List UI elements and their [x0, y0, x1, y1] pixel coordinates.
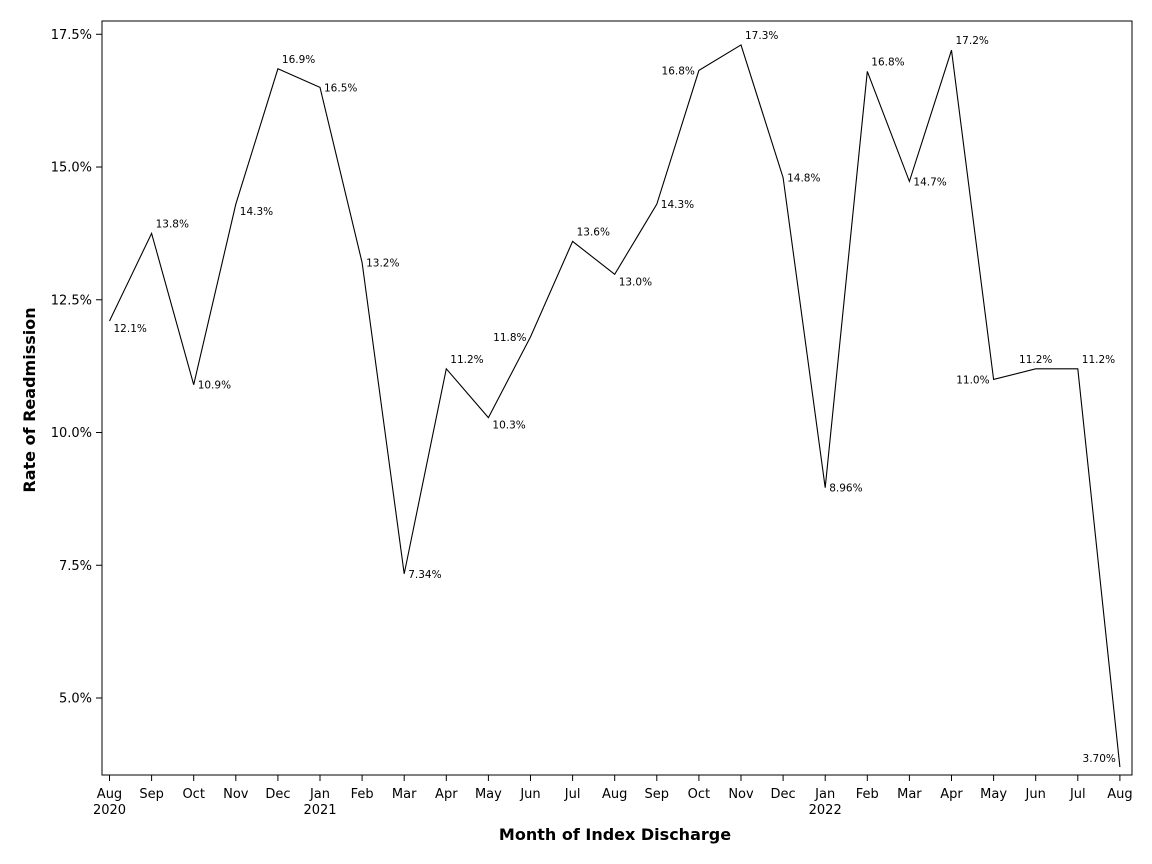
x-tick-label: May	[475, 787, 502, 802]
x-axis-title: Month of Index Discharge	[499, 825, 731, 844]
data-label: 11.2%	[1082, 354, 1115, 366]
y-tick-label: 7.5%	[59, 559, 92, 574]
data-label: 11.0%	[956, 374, 989, 386]
data-label: 8.96%	[829, 483, 862, 495]
x-tick-label: Mar	[392, 787, 417, 802]
data-label: 16.8%	[871, 56, 904, 68]
x-year-label: 2022	[809, 803, 842, 818]
data-label: 11.2%	[1019, 354, 1052, 366]
x-year-label: 2020	[93, 803, 126, 818]
data-label: 13.8%	[156, 218, 189, 230]
y-tick-label: 17.5%	[51, 28, 92, 43]
x-tick-label: Mar	[897, 787, 922, 802]
data-label: 11.8%	[493, 332, 526, 344]
plot-area	[101, 20, 1133, 776]
data-label: 17.3%	[745, 30, 778, 42]
y-tick-label: 5.0%	[59, 692, 92, 707]
x-tick-label: Jan	[814, 787, 835, 802]
data-labels-group: 12.1% 13.8% 10.9% 14.3% 16.9% 16.5% 13.2% 7.34%…	[114, 30, 1116, 765]
data-label: 7.34%	[408, 569, 441, 581]
x-tick-label: Aug	[1107, 787, 1132, 802]
x-tick-label: May	[980, 787, 1007, 802]
x-axis: Aug Sep Oct Nov Dec Jan Feb Mar Apr May Jun Jul Aug S…	[93, 775, 1133, 818]
data-label: 14.8%	[787, 173, 820, 185]
x-tick-label: Sep	[645, 787, 670, 802]
x-year-label: 2021	[303, 803, 336, 818]
data-label: 13.0%	[619, 276, 652, 288]
x-tick-label: Dec	[265, 787, 290, 802]
data-label: 14.3%	[240, 206, 273, 218]
x-tick-label: Apr	[435, 787, 458, 802]
x-tick-label: Jul	[564, 787, 581, 802]
data-label: 10.9%	[198, 380, 231, 392]
x-tick-label: Nov	[728, 787, 754, 802]
data-label: 11.2%	[450, 354, 483, 366]
data-label: 10.3%	[492, 420, 525, 432]
data-label: 14.7%	[913, 176, 946, 188]
x-tick-label: Aug	[97, 787, 122, 802]
x-tick-label: Jun	[519, 787, 540, 802]
x-tick-label: Nov	[223, 787, 249, 802]
x-tick-label: Jul	[1069, 787, 1086, 802]
x-tick-label: Apr	[940, 787, 963, 802]
y-axis-title: Rate of Readmission	[20, 307, 39, 492]
x-tick-label: Dec	[771, 787, 796, 802]
data-label: 16.9%	[282, 54, 315, 66]
data-label: 3.70%	[1083, 753, 1116, 765]
data-label: 16.8%	[662, 65, 695, 77]
data-label: 13.6%	[577, 226, 610, 238]
data-label: 12.1%	[114, 323, 147, 335]
data-label: 17.2%	[956, 35, 989, 47]
y-tick-label: 15.0%	[51, 161, 92, 176]
series-line	[109, 44, 1121, 768]
series-group	[109, 44, 1121, 768]
data-label: 13.2%	[366, 258, 399, 270]
x-tick-label: Feb	[351, 787, 374, 802]
data-label: 14.3%	[661, 199, 694, 211]
x-tick-label: Feb	[856, 787, 879, 802]
x-tick-label: Sep	[139, 787, 164, 802]
y-axis: 5.0% 7.5% 10.0% 12.5% 15.0% 17.5%	[51, 28, 102, 707]
x-tick-label: Jun	[1025, 787, 1046, 802]
x-tick-label: Oct	[688, 787, 710, 802]
x-tick-label: Aug	[602, 787, 627, 802]
y-tick-label: 12.5%	[51, 293, 92, 308]
y-tick-label: 10.0%	[51, 426, 92, 441]
data-label: 16.5%	[324, 82, 357, 94]
x-tick-label: Jan	[309, 787, 330, 802]
x-tick-label: Oct	[182, 787, 204, 802]
